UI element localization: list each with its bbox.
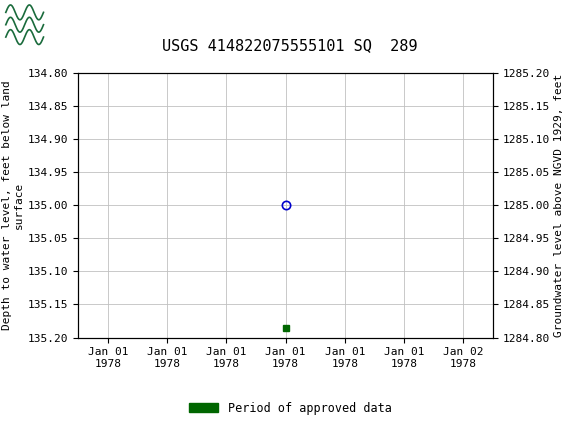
- Text: USGS 414822075555101 SQ  289: USGS 414822075555101 SQ 289: [162, 38, 418, 52]
- Y-axis label: Groundwater level above NGVD 1929, feet: Groundwater level above NGVD 1929, feet: [554, 74, 564, 337]
- FancyBboxPatch shape: [6, 5, 44, 45]
- Y-axis label: Depth to water level, feet below land
surface: Depth to water level, feet below land su…: [2, 80, 24, 330]
- Text: USGS: USGS: [49, 16, 93, 34]
- Legend: Period of approved data: Period of approved data: [184, 397, 396, 420]
